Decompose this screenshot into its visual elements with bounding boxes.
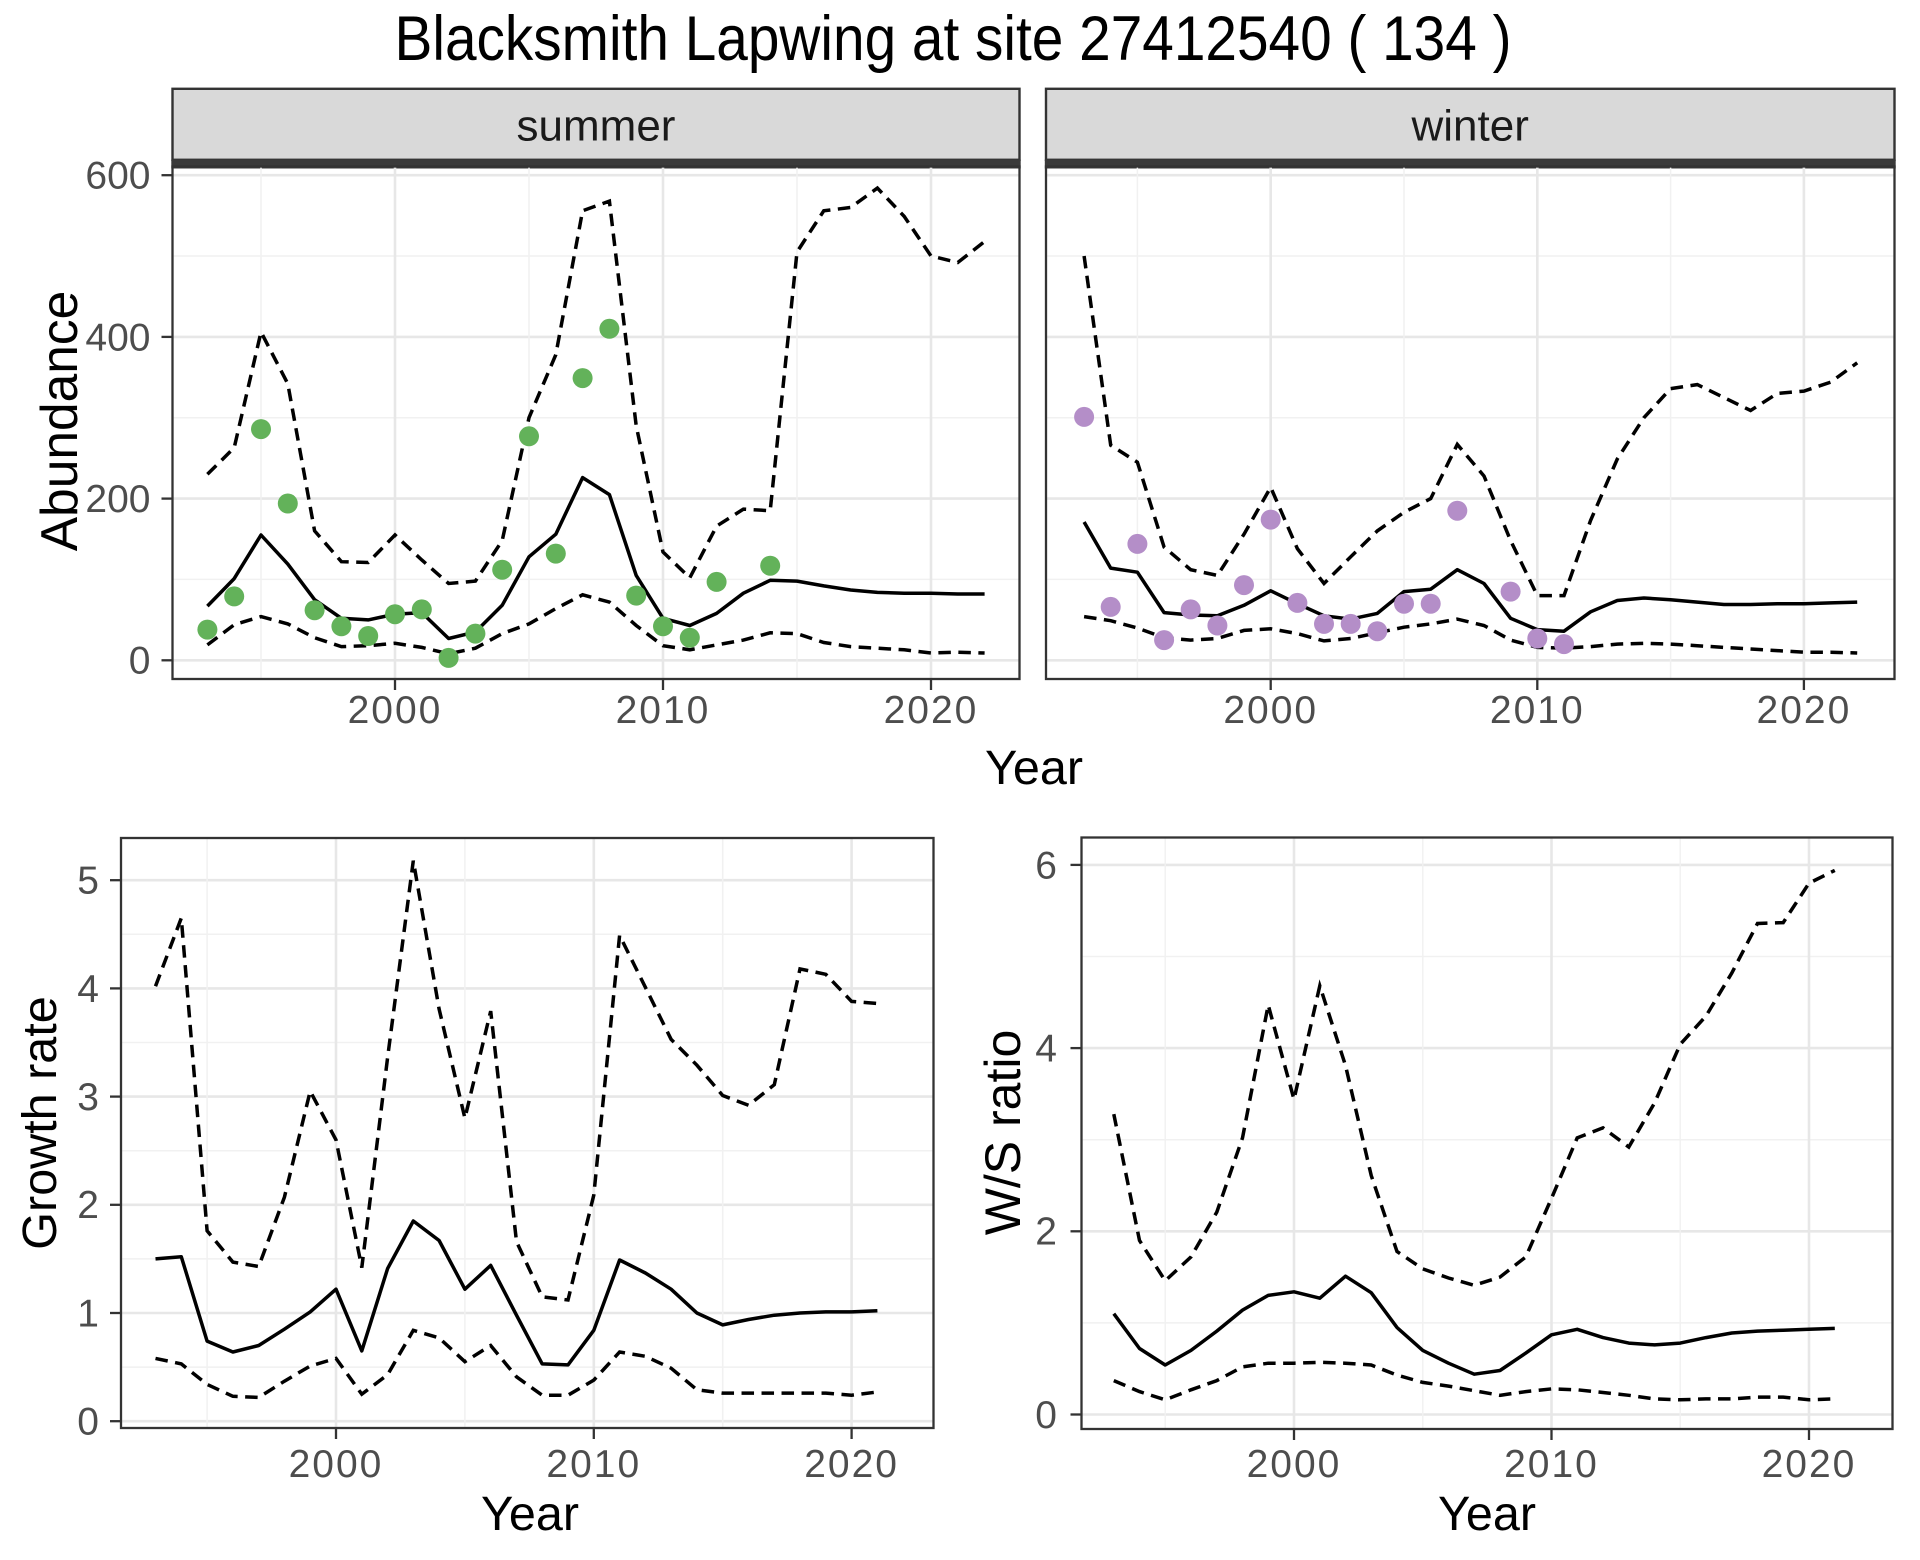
svg-text:Growth rate: Growth rate [13, 996, 67, 1249]
svg-text:Abundance: Abundance [30, 291, 88, 552]
svg-text:0: 0 [1035, 1394, 1057, 1437]
svg-text:Year: Year [481, 1487, 579, 1541]
svg-text:summer: summer [517, 102, 676, 151]
svg-text:2000: 2000 [1247, 1443, 1342, 1486]
svg-text:400: 400 [85, 316, 150, 359]
svg-text:200: 200 [85, 478, 150, 521]
svg-text:3: 3 [77, 1076, 99, 1119]
svg-text:2: 2 [1035, 1211, 1057, 1254]
svg-text:2020: 2020 [884, 689, 979, 732]
svg-text:4: 4 [77, 968, 99, 1011]
svg-text:2000: 2000 [348, 689, 443, 732]
svg-text:2010: 2010 [1504, 1443, 1599, 1486]
svg-text:winter: winter [1411, 102, 1529, 151]
svg-text:4: 4 [1035, 1028, 1057, 1071]
svg-text:1: 1 [77, 1292, 99, 1335]
svg-text:2: 2 [77, 1184, 99, 1227]
svg-text:2020: 2020 [1757, 689, 1852, 732]
svg-text:0: 0 [129, 640, 151, 683]
svg-text:2010: 2010 [1490, 689, 1585, 732]
svg-text:0: 0 [77, 1401, 99, 1444]
svg-text:2020: 2020 [804, 1443, 899, 1486]
svg-text:Year: Year [985, 741, 1083, 795]
svg-text:Year: Year [1438, 1487, 1536, 1541]
svg-text:2010: 2010 [616, 689, 711, 732]
svg-text:600: 600 [85, 155, 150, 198]
svg-text:2010: 2010 [546, 1443, 641, 1486]
svg-text:5: 5 [77, 860, 99, 903]
svg-text:2000: 2000 [1223, 689, 1318, 732]
svg-text:2000: 2000 [289, 1443, 384, 1486]
svg-text:6: 6 [1035, 844, 1057, 887]
svg-text:2020: 2020 [1762, 1443, 1857, 1486]
svg-text:Blacksmith Lapwing at site 274: Blacksmith Lapwing at site 27412540 ( 13… [395, 4, 1512, 74]
svg-text:W/S ratio: W/S ratio [975, 1030, 1031, 1236]
